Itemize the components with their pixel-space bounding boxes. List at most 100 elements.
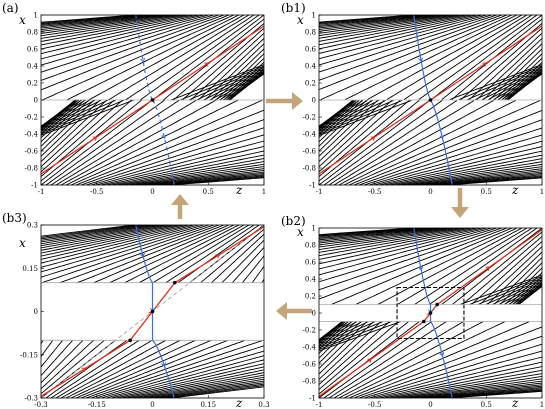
- trajectory-lower-19: [319, 321, 362, 364]
- trajectory-lower-28: [50, 339, 140, 398]
- trajectory-lower-4: [319, 100, 380, 131]
- stable-manifold-upper: [413, 15, 432, 100]
- panel-label: (a): [2, 1, 19, 15]
- trajectory-lower-17: [41, 99, 86, 143]
- trajectory-upper-12: [319, 228, 472, 257]
- trajectory-lower-41: [116, 363, 264, 398]
- y-tick-label: -0.2: [25, 114, 39, 122]
- trajectory-lower-14: [319, 100, 355, 133]
- x-tick-label: -1: [38, 188, 45, 196]
- trajectory-lower-12: [41, 99, 76, 129]
- trajectory-lower-3: [319, 100, 386, 132]
- trajectory-upper-14: [319, 228, 482, 265]
- trajectory-lower-23: [41, 339, 84, 384]
- trajectory-lower-1: [319, 100, 403, 135]
- trajectory-lower-27: [45, 99, 166, 185]
- trajectory-lower-22: [319, 321, 382, 380]
- trajectory-lower-32: [348, 321, 530, 398]
- trajectory-lower-19: [41, 340, 44, 345]
- trajectory-upper-28: [172, 22, 264, 101]
- trajectory-lower-39: [384, 366, 542, 398]
- y-tick-label: -0.2: [303, 327, 317, 335]
- trajectory-lower-6: [319, 100, 368, 129]
- trajectory-lower-2: [319, 321, 384, 349]
- trajectory-upper-30: [190, 32, 264, 101]
- trajectory-lower-32: [348, 100, 541, 185]
- trajectory-lower-36: [91, 134, 264, 185]
- stable-manifold-arrow-lower: [161, 134, 167, 140]
- trajectory-upper-5: [41, 225, 159, 245]
- trajectory-upper-21: [124, 225, 240, 284]
- trajectory-lower-41: [394, 373, 542, 398]
- trajectory-lower-16: [319, 100, 359, 139]
- stable-manifold-upper: [135, 225, 153, 284]
- trajectory-lower-38: [379, 361, 542, 398]
- trajectory-upper-31: [197, 37, 264, 101]
- trajectory-lower-13: [319, 321, 343, 343]
- trajectory-lower-28: [50, 99, 180, 185]
- trajectory-upper-32: [493, 256, 542, 305]
- y-tick-label: -0.6: [303, 361, 317, 369]
- trajectory-lower-22: [41, 339, 74, 377]
- y-tick-label: 0.6: [305, 46, 317, 54]
- trajectory-upper-19: [319, 15, 508, 91]
- x-tick-label: 0: [428, 188, 432, 196]
- trajectory-lower-20: [319, 100, 378, 157]
- trajectory-upper-30: [469, 32, 542, 100]
- trajectory-lower-24: [41, 99, 133, 178]
- trajectory-upper-14: [319, 15, 482, 54]
- equilibrium-point-0: [428, 98, 433, 102]
- trajectory-upper-28: [451, 22, 542, 100]
- x-tick-label: 0.15: [200, 401, 216, 409]
- trajectory-lower-33: [353, 326, 542, 398]
- y-tick-label: 1: [34, 12, 38, 20]
- invariant-line-arrow-1: [204, 62, 210, 67]
- trajectory-upper-7: [319, 15, 447, 32]
- trajectory-lower-48: [151, 380, 264, 398]
- y-tick-label: -0.8: [25, 165, 39, 173]
- x-tick-label: -0.3: [34, 401, 48, 409]
- trajectory-lower-25: [319, 321, 409, 395]
- trajectory-lower-34: [358, 335, 542, 398]
- y-tick-label: 0.4: [27, 63, 39, 71]
- trajectory-lower-35: [364, 343, 542, 398]
- trajectory-upper-15: [41, 15, 209, 60]
- trajectory-upper-23: [107, 15, 250, 101]
- trajectory-lower-29: [333, 100, 475, 185]
- equilibrium-point-1: [128, 338, 132, 343]
- trajectory-upper-17: [41, 15, 219, 73]
- y-tick-label: 1: [312, 12, 316, 20]
- stable-manifold-arrow-lower: [161, 362, 166, 368]
- trajectory-lower-0: [319, 321, 401, 352]
- trajectory-upper-20: [331, 228, 513, 305]
- trajectory-upper-52: [170, 64, 264, 101]
- trajectory-lower-33: [75, 339, 212, 398]
- y-tick-label: 0: [312, 97, 316, 105]
- stable-manifold-arrow-lower: [439, 351, 445, 357]
- trajectory-upper-47: [498, 281, 542, 305]
- trajectory-lower-34: [358, 119, 542, 185]
- trajectory-upper-11: [41, 15, 189, 42]
- trajectory-upper-35: [280, 225, 309, 283]
- trajectory-lower-36: [369, 350, 542, 398]
- y-tick-label: -0.6: [303, 148, 317, 156]
- trajectory-lower-20: [41, 340, 54, 358]
- stable-manifold-upper: [413, 228, 432, 305]
- trajectory-upper-17: [59, 225, 219, 284]
- trajectory-lower-30: [338, 321, 484, 398]
- trajectory-lower-33: [353, 109, 542, 185]
- trajectory-lower-41: [116, 158, 264, 185]
- trajectory-lower-38: [101, 350, 264, 398]
- trajectory-upper-7: [319, 228, 447, 244]
- trajectory-upper-35: [498, 57, 542, 100]
- trajectory-lower-43: [126, 163, 264, 185]
- trajectory-lower-40: [389, 369, 542, 398]
- trajectory-upper-36: [223, 61, 264, 101]
- trajectory-upper-43: [225, 73, 264, 101]
- trajectory-lower-44: [409, 380, 542, 398]
- inset-box: [396, 286, 465, 340]
- trajectory-upper-2: [41, 225, 144, 240]
- y-tick-label: -0.2: [303, 114, 317, 122]
- trajectory-upper-11: [319, 228, 467, 253]
- trajectory-upper-8: [319, 228, 452, 246]
